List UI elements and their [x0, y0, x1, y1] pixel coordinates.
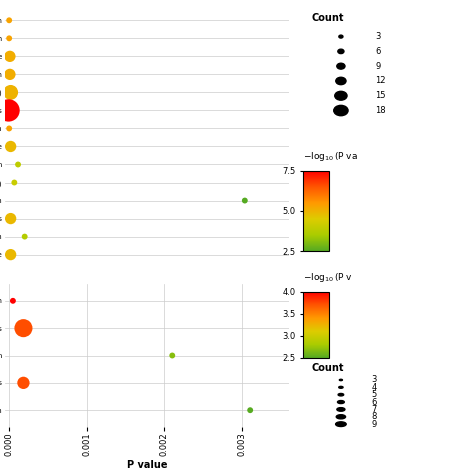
X-axis label: P value: P value: [127, 460, 167, 470]
Text: 3: 3: [372, 375, 377, 384]
Point: [19, 379, 27, 387]
Text: 8: 8: [372, 412, 377, 421]
Point: [7, 143, 14, 150]
Point: [19, 324, 27, 332]
Text: 9: 9: [375, 62, 380, 71]
Text: 7: 7: [372, 405, 377, 414]
Point: [168, 352, 176, 359]
Point: [7, 251, 14, 258]
Circle shape: [338, 393, 344, 396]
Circle shape: [338, 49, 344, 54]
Circle shape: [337, 401, 344, 403]
Point: [7, 215, 14, 222]
Text: 5: 5: [372, 390, 377, 399]
Circle shape: [339, 379, 342, 381]
Circle shape: [339, 386, 343, 388]
Text: 9: 9: [372, 419, 377, 428]
Circle shape: [339, 35, 343, 38]
Point: [10, 179, 18, 186]
Circle shape: [336, 415, 346, 419]
Point: [241, 197, 248, 204]
Circle shape: [336, 422, 346, 427]
Point: [7, 89, 14, 96]
Text: 4: 4: [372, 383, 377, 392]
Circle shape: [337, 63, 345, 69]
Text: $-\log_{10}($P v: $-\log_{10}($P v: [303, 271, 353, 284]
Text: 6: 6: [372, 398, 377, 407]
Text: 15: 15: [375, 91, 385, 100]
Point: [9, 297, 17, 305]
Point: [5, 35, 13, 42]
Point: [21, 233, 28, 240]
Point: [246, 406, 254, 414]
Point: [5, 17, 13, 24]
Text: Count: Count: [312, 13, 345, 23]
Point: [5, 107, 12, 114]
Text: 12: 12: [375, 76, 385, 85]
Point: [5, 125, 13, 132]
Point: [14, 161, 22, 168]
Text: 18: 18: [375, 106, 386, 115]
Text: Count: Count: [312, 363, 345, 373]
Text: 3: 3: [375, 32, 381, 41]
Text: 6: 6: [375, 47, 381, 56]
Circle shape: [335, 91, 347, 100]
Circle shape: [337, 408, 345, 411]
Point: [6, 71, 14, 78]
Circle shape: [336, 77, 346, 85]
Point: [6, 53, 14, 60]
Circle shape: [334, 105, 348, 116]
Text: $-\log_{10}($P va: $-\log_{10}($P va: [303, 150, 358, 163]
